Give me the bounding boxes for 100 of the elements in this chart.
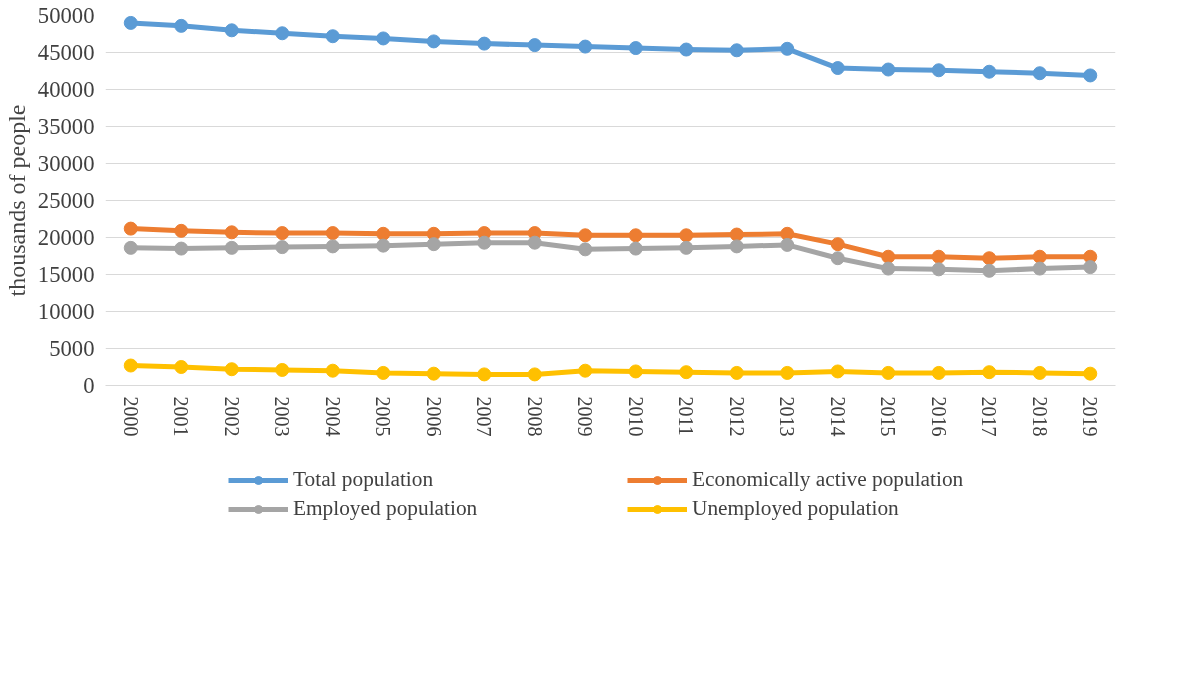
point [275,26,290,41]
point [426,34,441,49]
point [1032,249,1047,264]
x-tick-label: 2001 [170,396,193,437]
y-tick-label: 25000 [37,188,95,213]
point [123,221,138,236]
point [729,239,744,254]
x-tick-label: 2002 [220,396,243,437]
point [1083,260,1098,275]
y-tick-label: 15000 [37,262,95,287]
point [729,227,744,242]
point [679,42,694,57]
point [881,365,896,380]
x-tick-label: 2009 [574,396,597,437]
x-tick-label: 2011 [675,396,698,436]
x-tick-label: 2013 [776,396,799,437]
point [679,228,694,243]
point [982,64,997,79]
point [1032,261,1047,276]
point [426,366,441,381]
point [174,18,189,33]
point [780,237,795,252]
point [1032,365,1047,380]
point [224,225,239,240]
y-tick-label: 5000 [49,336,95,361]
y-tick-label: 40000 [37,77,95,102]
point [679,240,694,255]
point [174,241,189,256]
x-tick-label: 2017 [978,396,1001,437]
x-tick-label: 2014 [826,396,849,437]
point [578,242,593,257]
point [325,239,340,254]
point [477,36,492,51]
x-tick-label: 2019 [1079,396,1102,437]
point [982,263,997,278]
point [527,367,542,382]
point [325,226,340,241]
point [578,228,593,243]
point [729,43,744,58]
point [628,241,643,256]
point [830,251,845,266]
point [679,365,694,380]
x-tick-label: 2015 [877,396,900,437]
legend-label: Economically active population [692,467,965,492]
point [426,237,441,252]
point [477,367,492,382]
point [931,262,946,277]
point [931,249,946,264]
point [376,31,391,46]
point [881,62,896,77]
point [123,15,138,30]
point [174,360,189,374]
point [325,29,340,44]
point [376,238,391,253]
point [830,61,845,76]
x-tick-label: 2005 [372,396,395,437]
point [325,363,340,378]
y-tick-label: 35000 [37,114,95,139]
point [578,363,593,378]
point [729,365,744,380]
y-tick-label: 45000 [37,40,95,65]
x-tick-label: 2006 [422,396,445,437]
legend-label: Total population [293,467,435,492]
x-tick-label: 2010 [624,396,647,437]
point [376,226,391,241]
x-tick-label: 2018 [1028,396,1051,437]
point [982,251,997,266]
point [931,63,946,78]
point [780,365,795,380]
legend-label: Unemployed population [692,496,900,521]
y-tick-label: 50000 [37,3,95,28]
point [477,235,492,250]
point [224,23,239,38]
point [527,235,542,250]
point [275,240,290,255]
y-tick-label: 0 [83,373,95,398]
x-tick-label: 2003 [271,396,294,437]
point [628,228,643,243]
point [982,365,997,380]
point [376,365,391,380]
y-axis-title: thousands of people [3,104,30,297]
legend-label: Employed population [293,496,479,521]
x-tick-label: 2016 [927,396,950,437]
point [780,41,795,56]
point [780,226,795,241]
point [1083,68,1098,83]
point [628,364,643,379]
point [527,38,542,53]
point [275,362,290,377]
y-tick-label: 10000 [37,299,95,324]
point [578,39,593,54]
x-tick-label: 2008 [523,396,546,437]
x-tick-label: 2000 [119,396,142,437]
y-tick-label: 30000 [37,151,95,176]
point [123,240,138,255]
point [881,261,896,276]
x-tick-label: 2007 [473,396,496,437]
x-tick-label: 2012 [725,396,748,437]
point [275,226,290,241]
point [224,240,239,255]
